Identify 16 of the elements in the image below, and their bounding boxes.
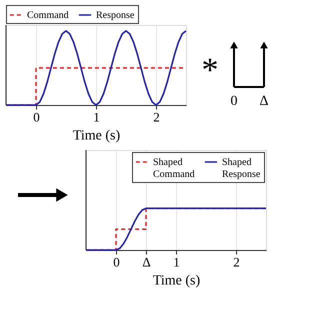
x-tick-label: 0	[33, 110, 40, 124]
legend-label: Shaped Response	[222, 157, 261, 180]
x-axis-title: Time (s)	[72, 128, 120, 144]
x-tick-label: 2	[233, 254, 240, 270]
x-tick-label: 1	[93, 110, 100, 124]
x-tick-label: 2	[153, 110, 160, 124]
legend-label: Response	[96, 10, 135, 21]
x-tick-label: 1	[173, 254, 180, 270]
x-axis-title: Time (s)	[152, 274, 200, 288]
x-tick-label: 0	[113, 254, 120, 270]
legend-label: Command	[27, 10, 69, 21]
text: *	[202, 52, 218, 89]
text: 0	[230, 94, 238, 109]
legend-label: Shaped Command	[153, 157, 195, 180]
text: Δ	[259, 94, 269, 109]
x-tick-label: Δ	[142, 254, 151, 270]
